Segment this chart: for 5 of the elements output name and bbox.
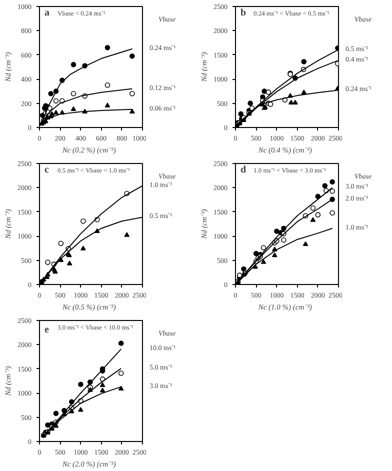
chart-title: a bbox=[44, 8, 50, 18]
chart-title: e bbox=[44, 324, 50, 336]
chart-title: d bbox=[240, 164, 246, 176]
chart-title: b bbox=[240, 8, 246, 18]
chart-title: c bbox=[44, 164, 50, 176]
